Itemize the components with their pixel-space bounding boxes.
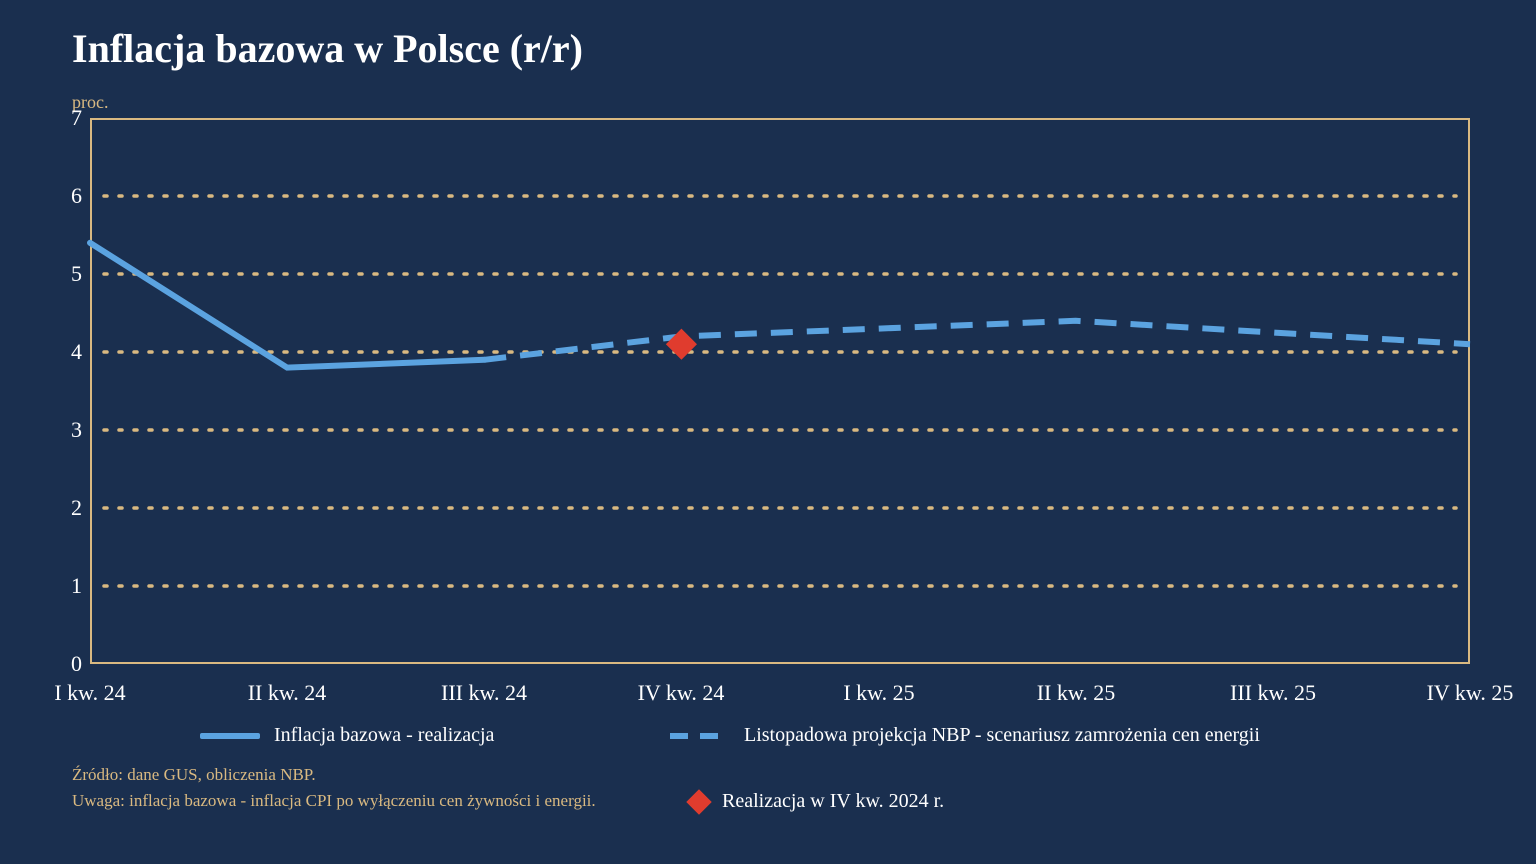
gridlines: [104, 196, 1456, 586]
ytick-7: 7: [52, 105, 82, 131]
ytick-1: 1: [52, 573, 82, 599]
legend-label-projection: Listopadowa projekcja NBP - scenariusz z…: [744, 724, 1260, 747]
legend-swatch-dashed: [670, 733, 730, 739]
xtick-7: IV kw. 25: [1427, 680, 1514, 706]
legend-swatch-diamond: [686, 789, 711, 814]
chart-svg: [90, 118, 1470, 664]
legend-row-1b: Listopadowa projekcja NBP - scenariusz z…: [670, 724, 1260, 747]
xtick-3: IV kw. 24: [638, 680, 725, 706]
footnote: Źródło: dane GUS, obliczenia NBP. Uwaga:…: [72, 762, 596, 813]
legend-swatch-solid: [200, 733, 260, 739]
xtick-0: I kw. 24: [54, 680, 125, 706]
ytick-3: 3: [52, 417, 82, 443]
footnote-line-2: Uwaga: inflacja bazowa - inflacja CPI po…: [72, 788, 596, 814]
xtick-5: II kw. 25: [1037, 680, 1116, 706]
xtick-1: II kw. 24: [248, 680, 327, 706]
legend-item-realization: Inflacja bazowa - realizacja: [200, 724, 494, 747]
ytick-6: 6: [52, 183, 82, 209]
actual-point-marker: [666, 329, 697, 360]
series-realization: [90, 243, 484, 368]
footnote-line-1: Źródło: dane GUS, obliczenia NBP.: [72, 762, 596, 788]
series-projection: [484, 321, 1470, 360]
legend-item-projection: Listopadowa projekcja NBP - scenariusz z…: [670, 724, 1260, 747]
ytick-0: 0: [52, 651, 82, 677]
legend-label-actual: Realizacja w IV kw. 2024 r.: [722, 790, 944, 813]
ytick-5: 5: [52, 261, 82, 287]
ytick-4: 4: [52, 339, 82, 365]
legend-item-actual: Realizacja w IV kw. 2024 r.: [690, 790, 944, 813]
xtick-2: III kw. 24: [441, 680, 527, 706]
legend-label-realization: Inflacja bazowa - realizacja: [274, 724, 494, 747]
chart-title: Inflacja bazowa w Polsce (r/r): [72, 25, 583, 72]
ytick-2: 2: [52, 495, 82, 521]
xtick-4: I kw. 25: [843, 680, 914, 706]
legend-row-1: Inflacja bazowa - realizacja: [200, 724, 494, 747]
legend-row-2: Realizacja w IV kw. 2024 r.: [690, 790, 944, 816]
xtick-6: III kw. 25: [1230, 680, 1316, 706]
